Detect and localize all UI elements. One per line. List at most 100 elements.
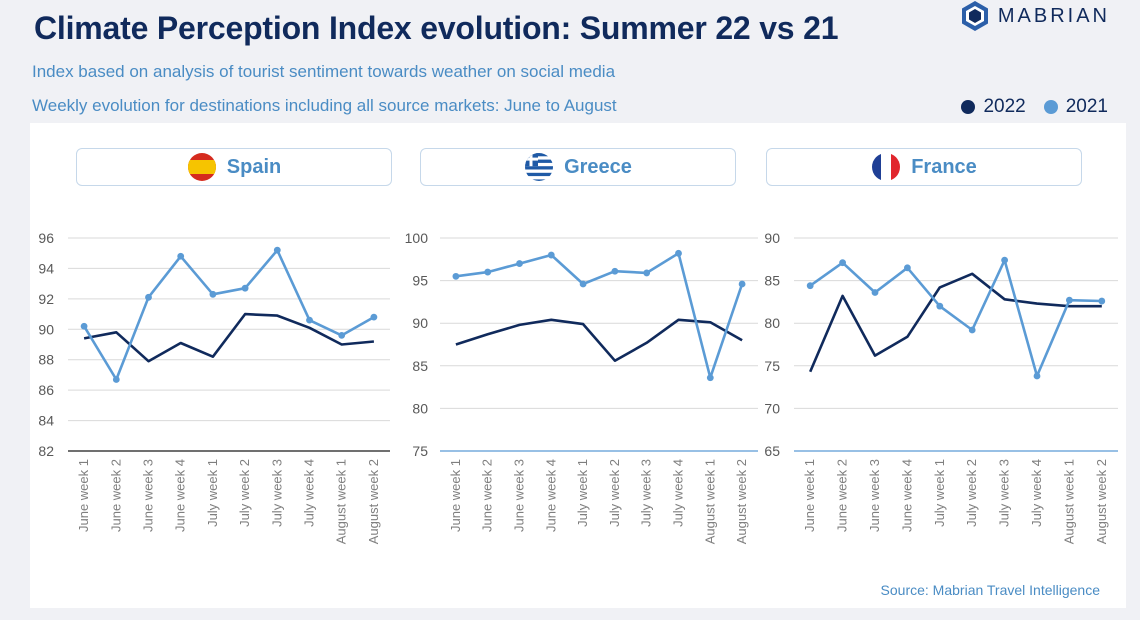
series-line-2021 [455,252,744,380]
x-tick-label: August week 1 [334,459,349,544]
y-tick-label: 95 [412,273,428,289]
x-tick-label: June week 4 [899,459,914,532]
x-tick-label: August week 1 [1061,459,1076,544]
y-tick-label: 94 [38,260,54,276]
data-point-2021 [611,267,619,275]
x-tick-label: June week 3 [867,459,882,532]
y-tick-label: 96 [38,230,54,246]
data-point-2021 [452,272,460,280]
greece-flag-icon [525,153,554,181]
y-tick-label: 82 [38,443,54,459]
data-point-2021 [112,376,120,383]
data-point-2021 [338,331,346,339]
x-tick-label: August week 2 [734,459,749,544]
series-line-2022 [83,312,375,363]
chart-spain: 82 84 86 88 90 92 94 96 June week 1 June week 2 Ju… [38,230,390,544]
country-header-spain: Spain [76,148,392,186]
legend-dot-2021 [1043,100,1058,114]
y-tick-label: 80 [764,315,780,331]
country-name-spain: Spain [226,155,282,178]
x-tick-label: July week 3 [639,459,654,527]
y-tick-label: 100 [405,230,429,246]
x-tick-label: August week 2 [1094,459,1109,544]
source-note: Source: Mabrian Travel Intelligence [880,582,1100,598]
brand-logo: MABRIAN [960,0,1110,32]
chart-france: 65 70 75 80 85 90 June week 1 June week 2 June w… [764,230,1118,544]
x-tick-label: June week 2 [480,459,495,532]
data-point-2021 [80,322,88,330]
x-tick-label: June week 3 [141,459,156,532]
data-point-2021 [547,251,555,259]
data-point-2021 [579,280,587,288]
y-tick-label: 86 [38,382,54,398]
x-tick-label: August week 2 [366,459,381,544]
x-tick-label: July week 3 [269,459,284,527]
data-point-2021 [484,268,492,276]
y-tick-label: 90 [412,315,428,331]
y-tick-label: 85 [764,273,780,289]
x-tick-label: August week 1 [702,459,717,544]
data-point-2021 [209,290,217,298]
series-line-2022 [809,272,1102,373]
x-tick-label: July week 2 [607,459,622,527]
x-tick-label: July week 1 [932,459,947,527]
y-tick-label: 92 [38,291,54,307]
country-header-france: France [766,148,1082,186]
data-point-2021 [273,246,281,254]
x-tick-label: June week 2 [835,459,850,532]
chart-greece: 75 80 85 90 95 100 June week 1 June week 2 June … [405,230,758,544]
legend-dot-2022 [961,100,976,114]
x-tick-label: June week 4 [543,459,558,532]
data-point-2021 [936,302,944,310]
logo-text: MABRIAN [997,4,1110,27]
country-name-france: France [911,155,977,178]
legend-label-2022: 2022 [983,96,1026,117]
data-point-2021 [1098,297,1106,305]
data-point-2021 [370,313,378,321]
y-tick-label: 70 [764,400,780,416]
y-tick-label: 85 [412,358,428,374]
data-point-2021 [241,284,249,292]
chart-subtitle: Index based on analysis of tourist senti… [32,62,616,81]
x-tick-label: June week 1 [76,459,91,532]
data-point-2021 [871,289,879,296]
france-flag-icon [872,153,901,181]
chart-title: Climate Perception Index evolution: Summ… [34,10,839,46]
x-tick-label: July week 4 [671,459,686,527]
country-name-greece: Greece [564,155,632,178]
data-point-2021 [1001,256,1008,264]
chart-description: Weekly evolution for destinations includ… [32,96,617,115]
data-point-2021 [1033,372,1041,380]
legend-label-2021: 2021 [1065,96,1108,117]
y-tick-label: 88 [38,352,54,368]
x-tick-label: June week 2 [108,459,123,532]
y-tick-label: 65 [764,443,780,459]
data-point-2021 [177,252,185,260]
data-point-2021 [675,249,682,257]
y-tick-label: 90 [38,321,54,337]
data-point-2021 [738,280,746,288]
legend: 2022 2021 [961,96,1108,118]
y-tick-label: 75 [412,443,428,459]
y-tick-label: 90 [764,230,780,246]
data-point-2021 [968,326,976,334]
data-point-2021 [516,260,523,267]
data-point-2021 [1066,296,1073,304]
x-tick-label: June week 1 [448,459,463,532]
data-point-2021 [643,269,651,277]
data-point-2021 [706,374,714,382]
hexagon-logo-icon [961,1,988,31]
x-tick-label: July week 4 [302,459,317,527]
x-tick-label: July week 2 [237,459,252,527]
data-point-2021 [145,293,152,301]
x-tick-label: July week 2 [964,459,979,527]
series-line-2022 [455,318,743,363]
x-tick-label: July week 1 [575,459,590,527]
series-line-2021 [82,248,375,381]
y-tick-label: 84 [38,413,54,429]
x-tick-label: July week 3 [997,459,1012,527]
x-tick-label: June week 1 [802,459,817,532]
data-point-2021 [806,282,814,290]
x-tick-label: July week 1 [205,459,220,527]
